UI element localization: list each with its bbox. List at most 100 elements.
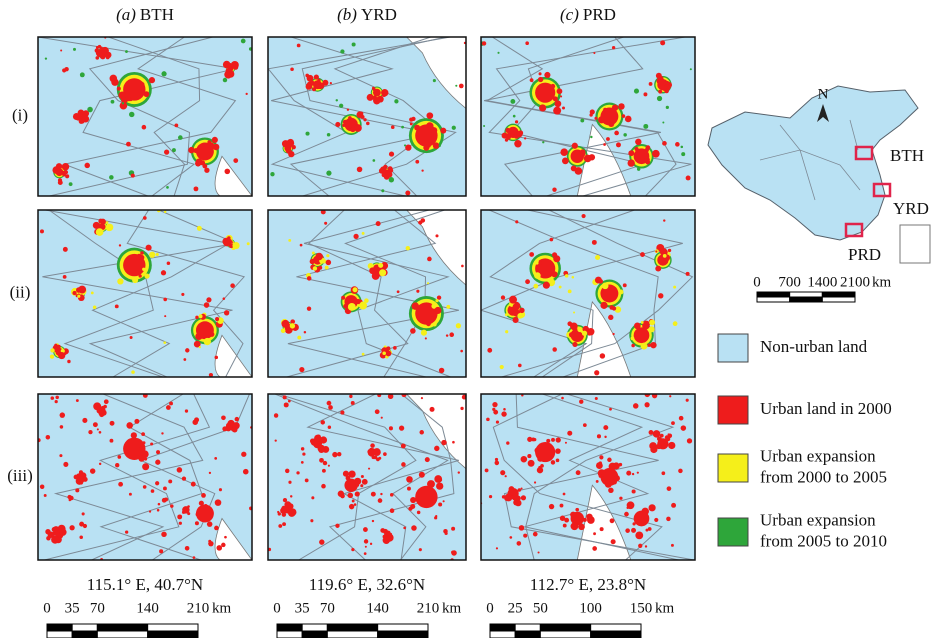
scale-segment xyxy=(72,631,97,638)
urban-spot xyxy=(93,222,100,229)
small-settlement xyxy=(644,402,649,407)
small-settlement xyxy=(657,96,662,101)
small-settlement xyxy=(610,518,615,523)
small-settlement xyxy=(563,493,566,496)
small-settlement xyxy=(580,119,584,123)
urban-spot xyxy=(427,480,435,488)
urban-spot xyxy=(50,354,54,358)
urban-spot xyxy=(421,330,427,336)
small-settlement xyxy=(380,493,382,495)
urban-spot xyxy=(560,148,568,156)
small-settlement xyxy=(662,443,666,447)
urban-spot xyxy=(361,475,364,478)
small-settlement xyxy=(687,438,692,443)
small-settlement xyxy=(632,489,636,493)
inset-scale-unit: km xyxy=(872,274,892,290)
scale-segment xyxy=(327,631,377,638)
small-settlement xyxy=(284,402,289,407)
small-settlement xyxy=(663,219,665,221)
urban-spot xyxy=(410,497,416,503)
small-settlement xyxy=(335,524,339,528)
region-label: BTH xyxy=(890,146,924,165)
small-settlement xyxy=(75,488,79,492)
urban-spot xyxy=(619,290,624,295)
urban-spot xyxy=(132,277,138,283)
urban-spot xyxy=(314,75,319,80)
scale-segment xyxy=(47,631,72,638)
urban-spot xyxy=(553,107,561,115)
scale-segment xyxy=(490,631,515,638)
small-settlement xyxy=(378,498,383,503)
small-settlement xyxy=(399,425,404,430)
small-settlement xyxy=(365,546,367,548)
small-settlement xyxy=(592,546,597,551)
small-settlement xyxy=(390,508,395,513)
urban-spot xyxy=(622,114,626,118)
small-settlement xyxy=(421,397,423,399)
small-settlement xyxy=(143,485,147,489)
urban-spot xyxy=(564,518,569,523)
small-settlement xyxy=(45,529,50,534)
small-settlement xyxy=(327,133,331,137)
small-settlement xyxy=(555,448,561,454)
urban-spot xyxy=(350,127,355,132)
small-settlement xyxy=(583,423,587,427)
scale-tick-label: 35 xyxy=(295,600,310,616)
urban-spot xyxy=(359,112,363,116)
small-settlement xyxy=(503,408,506,411)
small-settlement xyxy=(459,84,464,89)
small-settlement xyxy=(661,471,665,475)
small-settlement xyxy=(603,143,606,146)
urban-spot xyxy=(117,455,121,459)
small-settlement xyxy=(328,426,331,429)
small-settlement xyxy=(505,330,508,333)
urban-spot xyxy=(546,439,550,443)
small-settlement xyxy=(666,517,670,521)
small-settlement xyxy=(185,409,188,412)
urban-spot xyxy=(343,120,348,125)
small-settlement xyxy=(645,545,647,547)
small-settlement xyxy=(458,471,460,473)
small-settlement xyxy=(209,472,211,474)
small-settlement xyxy=(673,321,678,326)
small-settlement xyxy=(157,509,160,512)
urban-2000 xyxy=(634,327,650,343)
small-settlement xyxy=(193,556,196,559)
small-settlement xyxy=(612,306,616,310)
urban-spot xyxy=(557,88,563,94)
small-settlement xyxy=(99,463,101,465)
small-settlement xyxy=(83,524,87,528)
urban-spot xyxy=(386,171,392,177)
urban-spot xyxy=(196,512,200,516)
small-settlement xyxy=(485,468,489,472)
urban-spot xyxy=(608,488,613,493)
small-settlement xyxy=(637,472,639,474)
small-settlement xyxy=(301,447,304,450)
small-settlement xyxy=(192,419,198,425)
small-settlement xyxy=(164,315,166,317)
urban-spot xyxy=(632,522,635,525)
urban-spot xyxy=(649,82,653,86)
urban-spot xyxy=(373,97,380,104)
scale-segment xyxy=(591,631,641,638)
small-settlement xyxy=(183,358,186,361)
urban-spot xyxy=(650,342,656,348)
small-settlement xyxy=(580,339,582,341)
scale-tick-label: 0 xyxy=(43,600,51,616)
inset-scale-tick-label: 700 xyxy=(778,274,801,290)
small-settlement xyxy=(425,337,427,339)
urban-spot xyxy=(634,323,641,330)
small-settlement xyxy=(111,100,115,104)
small-settlement xyxy=(246,93,248,95)
small-settlement xyxy=(354,503,357,506)
small-settlement xyxy=(288,239,291,242)
urban-spot xyxy=(379,269,386,276)
small-settlement xyxy=(115,304,119,308)
small-settlement xyxy=(88,430,92,434)
small-settlement xyxy=(76,399,79,402)
small-settlement xyxy=(318,266,322,270)
small-settlement xyxy=(640,252,645,257)
small-settlement xyxy=(221,415,226,420)
small-settlement xyxy=(681,152,685,156)
small-settlement xyxy=(638,544,642,548)
